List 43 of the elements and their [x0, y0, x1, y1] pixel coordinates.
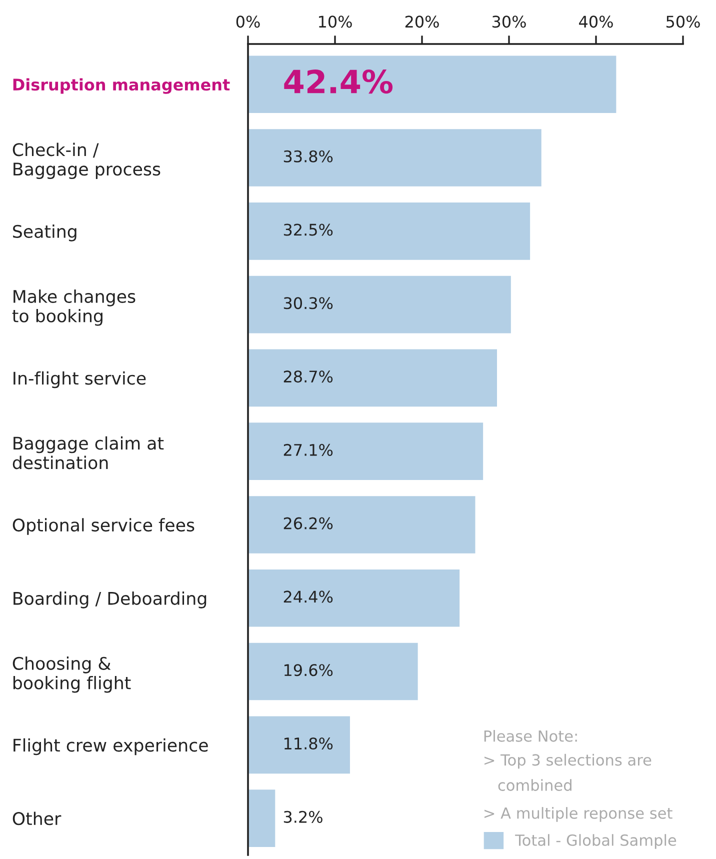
bar — [248, 201, 532, 262]
data-label: 30.3% — [284, 297, 333, 310]
y-tick-label: In-flight service — [14, 371, 146, 388]
bar — [248, 568, 461, 628]
annotation: Please Note: — [484, 730, 577, 742]
data-label: 3.2% — [284, 810, 322, 823]
bar — [248, 421, 484, 482]
bar — [248, 274, 512, 335]
annotation: > A multiple reponse set — [484, 807, 672, 822]
legend-label: Total - Global Sample — [515, 834, 676, 849]
y-tick-label: Disruption management — [13, 78, 230, 94]
bar — [248, 494, 477, 555]
x-tick-label: 10% — [319, 16, 352, 28]
bar — [248, 641, 420, 702]
y-tick-label: Baggage claim at destination — [12, 436, 164, 470]
y-tick-label: Optional service fees — [12, 518, 194, 535]
data-label: 42.4% — [284, 69, 393, 94]
data-label: 11.8% — [284, 737, 333, 750]
y-tick-label: Flight crew experience — [14, 738, 208, 756]
bar — [248, 348, 498, 408]
annotation: > Top 3 selections are combined — [484, 754, 652, 791]
data-label: 27.1% — [284, 444, 333, 456]
y-tick-label: Make changes to booking — [12, 290, 136, 326]
x-tick-label: 50% — [666, 16, 700, 28]
y-tick-label: Seating — [13, 224, 76, 242]
x-tick-label: 0% — [236, 16, 260, 28]
x-tick-label: 20% — [405, 16, 439, 28]
bar — [248, 714, 352, 775]
data-label: 26.2% — [284, 517, 333, 530]
data-label: 33.8% — [284, 150, 333, 162]
data-label: 32.5% — [284, 224, 333, 236]
y-tick-label: Check-in / Baggage process — [12, 142, 160, 180]
data-label: 28.7% — [284, 370, 333, 383]
y-tick-label: Choosing & booking flight — [12, 656, 131, 693]
y-tick-label: Other — [12, 812, 62, 826]
bar — [248, 128, 543, 188]
bar — [248, 788, 277, 848]
bar — [248, 54, 618, 114]
data-label: 19.6% — [284, 664, 333, 676]
y-tick-label: Boarding / Deboarding — [14, 592, 206, 608]
x-tick-label: 30% — [492, 16, 526, 28]
data-label: 24.4% — [284, 590, 333, 603]
x-tick-label: 40% — [579, 16, 613, 28]
